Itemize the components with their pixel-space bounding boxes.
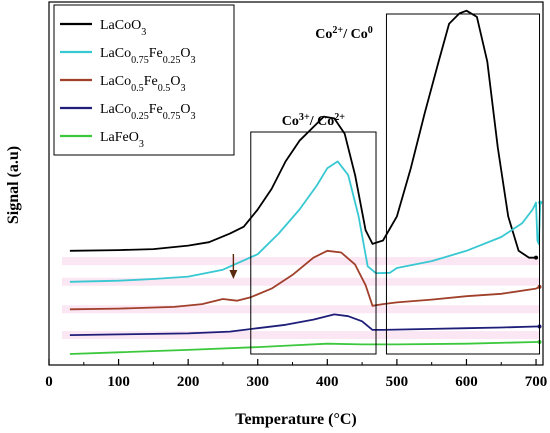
highlight-band: [62, 277, 540, 286]
x-tick-label: 500: [386, 374, 409, 390]
legend-label-3: LaCo0.5Fe0.5O3: [100, 74, 186, 94]
x-tick-label: 200: [177, 374, 200, 390]
x-tick-label: 300: [246, 374, 269, 390]
series-end-marker-2: [538, 200, 543, 205]
legend-label-4: LaCo0.25Fe0.75O3: [100, 102, 196, 122]
co2-co0-label: Co2+/ Co0: [315, 25, 372, 43]
co3-co2-region-box: [250, 131, 377, 355]
x-axis: 0 100 200 300 400 500 600 700: [45, 359, 547, 390]
highlight-band: [62, 257, 540, 266]
arrow-head-icon: [229, 270, 238, 279]
x-tick-label: 400: [316, 374, 339, 390]
series-line-5: [69, 341, 540, 355]
plot-frame: [48, 1, 544, 366]
legend-label-5: LaFeO3: [100, 130, 144, 150]
highlight-band: [62, 331, 540, 340]
x-axis-label: Temperature (°C): [235, 411, 356, 428]
y-axis-label: Signal (a.u): [5, 146, 22, 224]
series-line-4: [69, 313, 540, 336]
x-tick-label: 600: [455, 374, 478, 390]
annotation-boxes: [62, 257, 540, 340]
x-tick-label: 100: [107, 374, 130, 390]
series-line-3: [69, 249, 540, 311]
legend: LaCoO3 LaCo0.75Fe0.25O3 LaCo0.5Fe0.5O3 LaCo…: [53, 4, 235, 156]
legend-label-1: LaCoO3: [100, 18, 146, 38]
x-tick-label: 700: [525, 374, 548, 390]
co3-co2-label: Co3+/ Co2+: [282, 112, 345, 130]
legend-label-2: LaCo0.75Fe0.25O3: [100, 46, 196, 66]
series-end-marker-1: [534, 255, 539, 260]
series-line-2: [69, 160, 542, 283]
x-tick-label: 0: [45, 374, 53, 390]
highlight-band: [62, 305, 540, 314]
series-lines: [69, 9, 543, 355]
annotations: Co3+/ Co2+ Co2+/ Co0: [229, 13, 541, 355]
series-line-1: [69, 9, 536, 259]
co2-co0-region-box: [385, 13, 541, 355]
